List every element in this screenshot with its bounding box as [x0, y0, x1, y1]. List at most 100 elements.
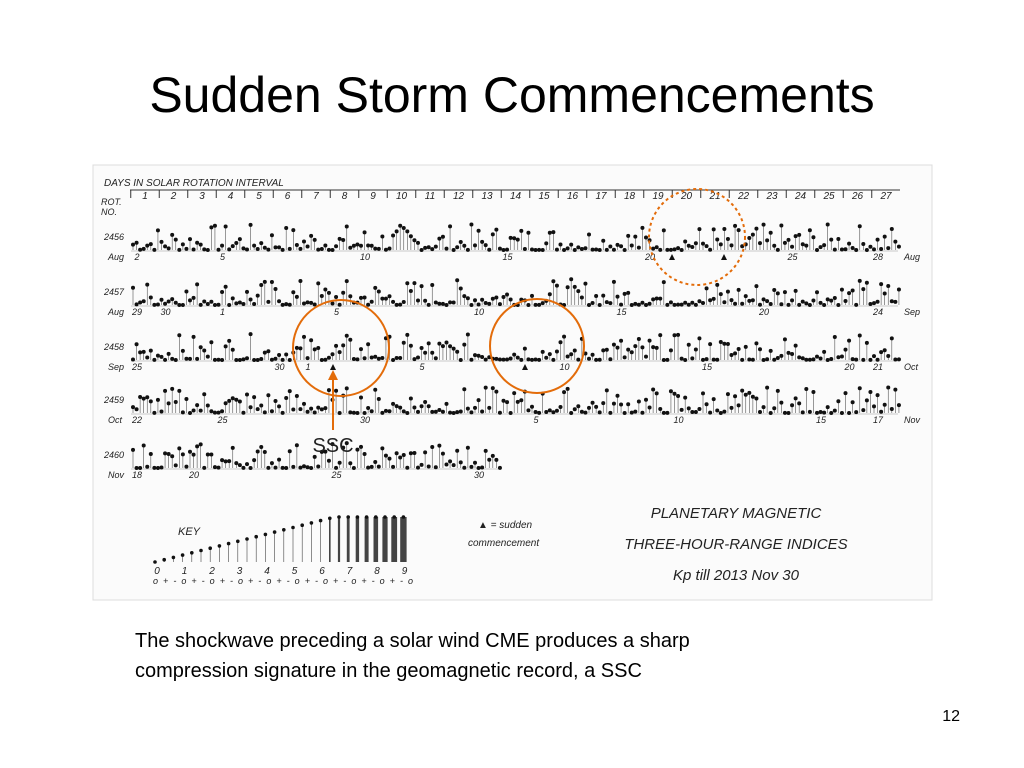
kp-dot — [494, 227, 499, 232]
kp-dot — [291, 228, 296, 233]
kp-dot — [611, 342, 616, 347]
key-scale: 1 — [182, 566, 188, 577]
month-left: Oct — [108, 415, 123, 425]
kp-dot — [184, 289, 189, 294]
kp-dot — [750, 357, 755, 362]
kp-dot — [690, 409, 695, 414]
kp-dot — [754, 226, 759, 231]
day-label: 10 — [396, 191, 408, 202]
kp-dot — [779, 400, 784, 405]
kp-dot — [359, 243, 363, 248]
kp-dot — [155, 302, 160, 307]
date-label: 10 — [673, 415, 683, 425]
kp-dot — [255, 357, 260, 362]
day-label: 23 — [765, 191, 778, 202]
kp-dot — [750, 394, 755, 399]
kp-dot — [722, 409, 727, 414]
kp-dot — [294, 443, 299, 448]
kp-dot — [323, 243, 328, 248]
kp-dot — [248, 297, 253, 302]
kp-dot — [604, 247, 609, 252]
kp-dot — [565, 386, 570, 391]
kp-dot — [141, 299, 146, 304]
key-scale: 9 — [402, 566, 408, 577]
kp-dot — [398, 455, 403, 460]
kp-dot — [337, 236, 342, 241]
kp-dot — [241, 246, 246, 251]
kp-dot — [896, 244, 901, 249]
kp-dot — [608, 244, 613, 249]
kp-dot — [797, 355, 802, 360]
kp-dot — [558, 405, 563, 410]
kp-dot — [259, 283, 264, 288]
kp-dot — [383, 296, 388, 301]
kp-dot — [626, 402, 631, 407]
kp-dot — [807, 228, 812, 233]
date-label: 5 — [220, 252, 226, 262]
kp-dot — [587, 356, 591, 361]
kp-dot — [369, 299, 374, 304]
kp-dot — [822, 349, 827, 354]
kp-dot — [259, 403, 264, 408]
kp-dot — [765, 238, 770, 243]
kp-dot — [658, 247, 663, 252]
kp-dot — [458, 286, 463, 291]
key-dot — [300, 523, 305, 527]
kp-dot — [601, 401, 606, 406]
date-label: 20 — [644, 252, 655, 262]
kp-dot — [519, 357, 524, 362]
kp-dot — [134, 465, 139, 470]
kp-dot — [394, 451, 399, 456]
kp-dot — [494, 356, 499, 361]
kp-dot — [658, 406, 663, 411]
kp-dot — [579, 409, 584, 414]
kp-dot — [501, 294, 506, 299]
kp-dot — [155, 228, 160, 233]
kp-dot — [640, 225, 645, 230]
kp-dot — [497, 246, 502, 251]
kp-dot — [269, 279, 274, 284]
kp-dot — [195, 282, 200, 287]
kp-dot — [861, 287, 866, 292]
kp-dot — [248, 465, 253, 470]
kp-dot — [847, 338, 852, 343]
kp-dot — [170, 386, 175, 391]
kp-dot — [668, 389, 673, 394]
kp-dot — [708, 342, 713, 347]
kp-dot — [170, 297, 175, 302]
month-left: Aug — [107, 252, 124, 262]
kp-dot — [836, 236, 841, 241]
kp-dot — [733, 351, 738, 356]
kp-dot — [341, 343, 346, 348]
kp-dot — [740, 301, 745, 306]
kp-dot — [131, 285, 135, 290]
kp-dot — [448, 224, 453, 229]
kp-dot — [686, 243, 691, 248]
kp-dot — [622, 410, 627, 415]
kp-dot — [255, 407, 260, 412]
kp-dot — [145, 282, 150, 287]
kp-dot — [344, 441, 349, 446]
kp-dot — [234, 397, 239, 402]
kp-dot — [212, 223, 217, 228]
kp-dot — [294, 243, 299, 248]
kp-dot — [202, 348, 207, 353]
kp-dot — [473, 460, 477, 465]
kp-dot — [615, 345, 620, 350]
kp-dot — [526, 230, 531, 235]
kp-dot — [462, 387, 467, 392]
kp-dot — [505, 292, 510, 297]
rotation-number: 2456 — [103, 232, 124, 242]
kp-dot — [180, 242, 185, 247]
kp-dot — [693, 410, 698, 415]
kp-dot — [330, 247, 335, 252]
kp-dot — [430, 350, 435, 355]
kp-dot — [440, 344, 445, 349]
kp-dot — [255, 293, 260, 298]
kp-dot — [793, 396, 798, 401]
kp-dot — [416, 465, 420, 470]
kp-dot — [740, 244, 745, 249]
kp-dot — [786, 410, 791, 415]
kp-dot — [594, 247, 599, 252]
kp-dot — [665, 410, 670, 415]
